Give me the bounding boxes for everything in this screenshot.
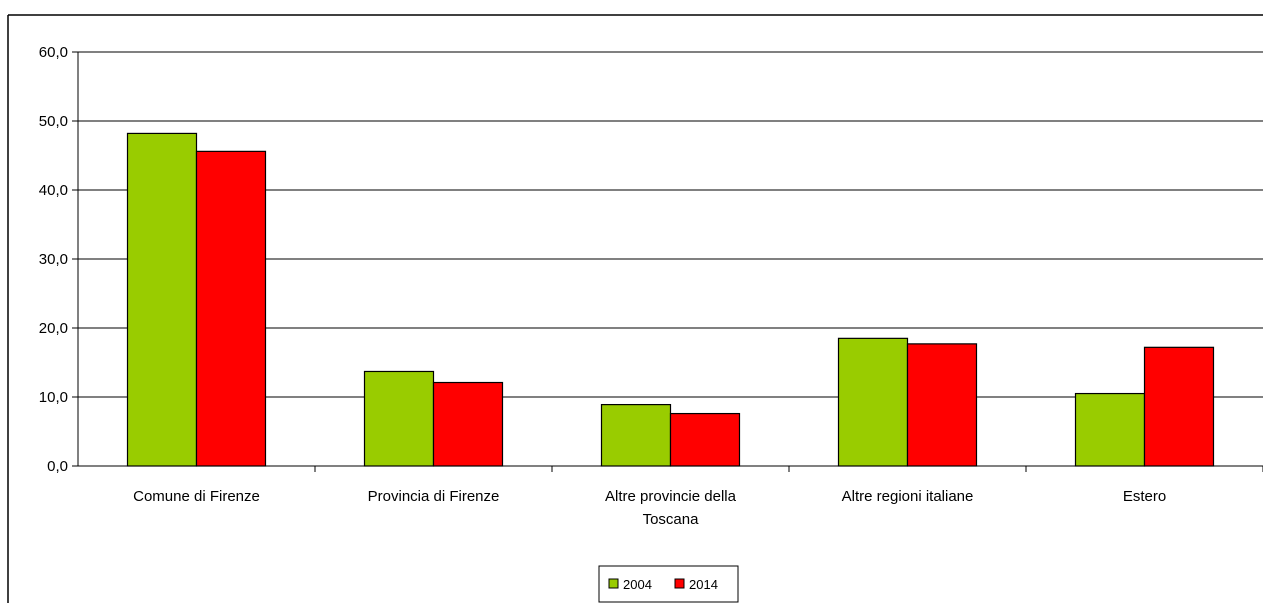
y-tick-label: 0,0 [47,458,68,475]
y-tick-label: 50,0 [39,113,68,130]
bar-2004 [837,337,909,467]
bar-2014 [1143,346,1215,467]
bar-2004 [126,132,198,467]
x-category-label: Provincia di Firenze [368,488,500,505]
y-tick-label: 60,0 [39,44,68,61]
bar-2014 [195,150,267,467]
y-tick-label: 10,0 [39,389,68,406]
gridlines [78,51,1263,398]
bar-2014 [906,343,978,467]
bar-2004 [1074,392,1146,467]
labels: 0,0 10,0 20,0 30,0 40,0 50,0 60,0 Comune di Fir… [39,44,1166,528]
x-category-label: Altre regioni italiane [842,488,974,505]
legend: 2004 2014 [598,565,739,603]
legend-swatch-2014 [674,578,685,589]
bar-2014 [669,412,741,467]
bar-2014 [432,381,504,467]
legend-box [598,565,739,603]
y-tick-label: 30,0 [39,251,68,268]
y-tick-label: 40,0 [39,182,68,199]
legend-label-2014: 2014 [689,577,718,592]
bar-2004 [600,403,672,467]
y-tick-label: 20,0 [39,320,68,337]
x-category-label: Comune di Firenze [133,488,260,505]
legend-swatch-2004 [608,578,619,589]
x-category-label: Toscana [643,511,700,528]
legend-label-2004: 2004 [623,577,652,592]
x-category-label: Altre provincie della [605,488,737,505]
x-category-label: Estero [1123,488,1166,505]
bars [126,132,1215,467]
bar-2004 [363,370,435,467]
